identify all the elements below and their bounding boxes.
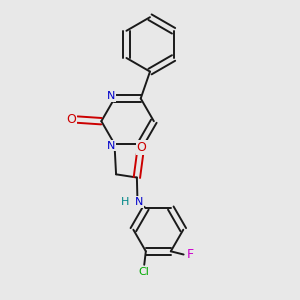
Text: Cl: Cl [139, 267, 150, 277]
Text: N: N [107, 140, 116, 151]
Text: N: N [135, 197, 143, 207]
Text: N: N [140, 140, 149, 151]
Text: F: F [187, 248, 194, 261]
Text: O: O [66, 113, 76, 126]
Text: N: N [106, 91, 115, 101]
Text: H: H [121, 197, 129, 207]
Text: O: O [137, 141, 147, 154]
